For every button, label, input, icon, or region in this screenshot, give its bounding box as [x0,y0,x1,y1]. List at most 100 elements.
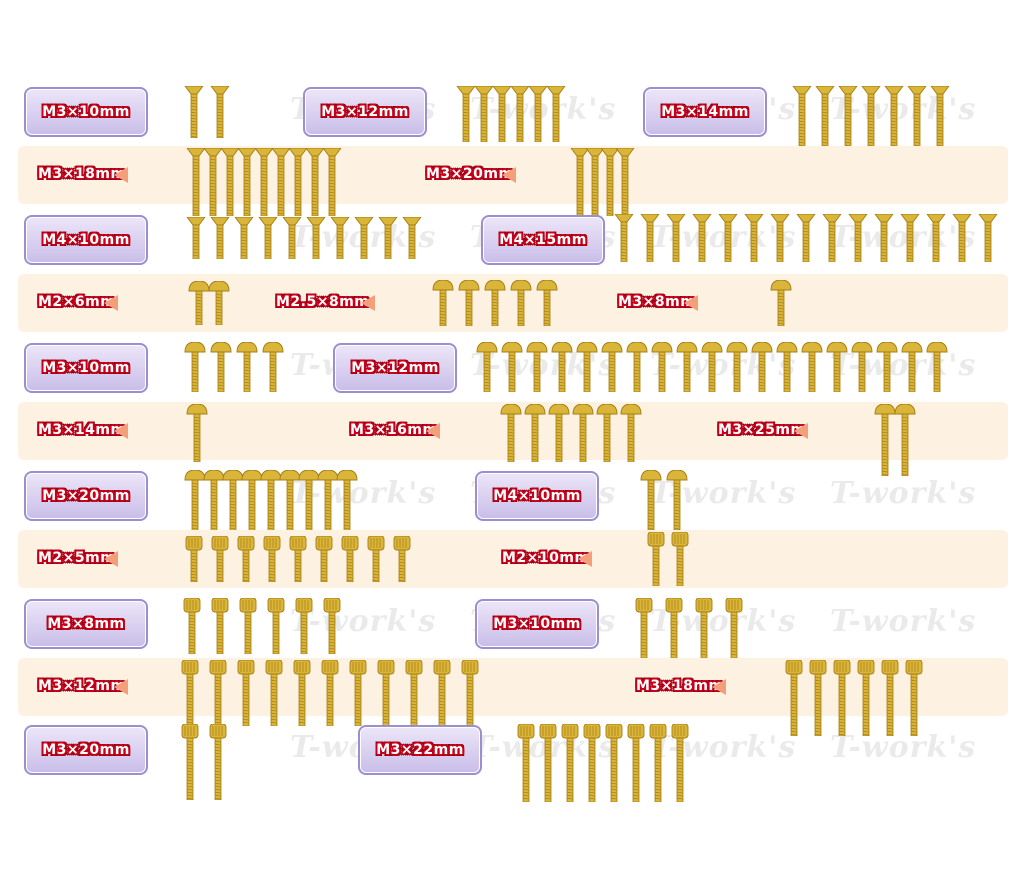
cap-head-screw-icon [627,724,645,802]
button-head-screw-icon [640,470,662,530]
size-tag: M3×10mm [24,343,148,393]
button-head-screw-icon [210,342,232,392]
button-head-screw-icon [336,470,358,536]
size-label: M2×10mm [502,550,590,566]
size-label: M3×10mm [42,104,130,120]
flat-head-screw-icon [184,86,204,138]
size-label: M2×6mm [38,294,116,310]
button-head-screw-icon [186,404,208,462]
cap-head-screw-icon [393,536,411,582]
button-head-screw-icon [874,404,896,476]
flat-head-screw-icon [322,148,342,216]
flat-head-screw-icon [874,214,894,262]
size-label: M4×10mm [42,232,130,248]
flat-head-screw-icon [510,86,530,142]
cap-head-screw-icon [725,598,743,658]
size-tag: M3×12mm [303,87,427,137]
button-head-screw-icon [801,342,823,392]
cap-head-screw-icon [185,536,203,582]
cap-head-screw-icon [809,660,827,736]
pointer-arrow-icon [793,423,808,439]
size-label: M3×25mm [718,422,806,438]
cap-head-screw-icon [237,660,255,726]
button-head-screw-icon [651,342,673,392]
flat-head-screw-icon [861,86,881,149]
button-head-screw-icon [676,342,698,392]
button-head-screw-icon [236,342,258,392]
flat-head-screw-icon [378,217,398,259]
flat-head-screw-icon [796,214,816,262]
size-tag: M4×15mm [481,215,605,265]
cap-head-screw-icon [433,660,451,726]
flat-head-screw-icon [952,214,972,262]
button-head-screw-icon [208,281,230,325]
cap-head-screw-icon [181,724,199,800]
flat-head-screw-icon [600,148,620,216]
pointer-arrow-icon [501,167,516,183]
pointer-arrow-icon [577,551,592,567]
flat-head-screw-icon [615,148,635,216]
cap-head-screw-icon [289,536,307,582]
size-tag: M3×10mm [24,87,148,137]
pointer-arrow-icon [425,423,440,439]
flat-head-screw-icon [402,217,422,259]
flat-head-screw-icon [186,217,206,259]
cap-head-screw-icon [583,724,601,802]
flat-head-screw-icon [234,217,254,259]
cap-head-screw-icon [315,536,333,582]
button-head-screw-icon [901,342,923,392]
flat-head-screw-icon [210,217,230,259]
pointer-arrow-icon [104,295,119,311]
size-tag: M3×14mm [643,87,767,137]
cap-head-screw-icon [183,598,201,654]
button-head-screw-icon [926,342,948,392]
flat-head-screw-icon [237,148,257,216]
button-head-screw-icon [596,404,618,462]
cap-head-screw-icon [239,598,257,654]
size-label: M3×16mm [350,422,438,438]
flat-head-screw-icon [926,214,946,262]
size-label: M4×15mm [499,232,587,248]
size-label: M3×12mm [321,104,409,120]
cap-head-screw-icon [561,724,579,802]
flat-head-screw-icon [930,86,950,149]
flat-head-screw-icon [305,148,325,216]
button-head-screw-icon [851,342,873,392]
button-head-screw-icon [500,404,522,462]
size-label: M3×20mm [426,166,514,182]
cap-head-screw-icon [181,660,199,726]
button-head-screw-icon [666,470,688,530]
size-label: M4×10mm [493,488,581,504]
cap-head-screw-icon [833,660,851,736]
button-head-screw-icon [524,404,546,462]
cap-head-screw-icon [211,536,229,582]
flat-head-screw-icon [474,86,494,142]
size-label: M3×8mm [618,294,696,310]
cap-head-screw-icon [367,536,385,582]
flat-head-screw-icon [884,86,904,149]
flat-head-screw-icon [288,148,308,216]
highlight-row [18,530,1008,588]
cap-head-screw-icon [647,532,665,586]
button-head-screw-icon [188,281,210,325]
button-head-screw-icon [601,342,623,392]
flat-head-screw-icon [718,214,738,262]
flat-head-screw-icon [770,214,790,262]
pointer-arrow-icon [113,167,128,183]
cap-head-screw-icon [517,724,535,802]
flat-head-screw-icon [744,214,764,262]
flat-head-screw-icon [978,214,998,262]
flat-head-screw-icon [203,148,223,216]
size-label: M3×18mm [636,678,724,694]
pointer-arrow-icon [104,551,119,567]
cap-head-screw-icon [267,598,285,654]
cap-head-screw-icon [349,660,367,726]
size-label: M3×12mm [351,360,439,376]
button-head-screw-icon [701,342,723,392]
cap-head-screw-icon [649,724,667,802]
button-head-screw-icon [620,404,642,462]
size-tag: M3×10mm [475,599,599,649]
button-head-screw-icon [260,470,282,536]
pointer-arrow-icon [113,423,128,439]
